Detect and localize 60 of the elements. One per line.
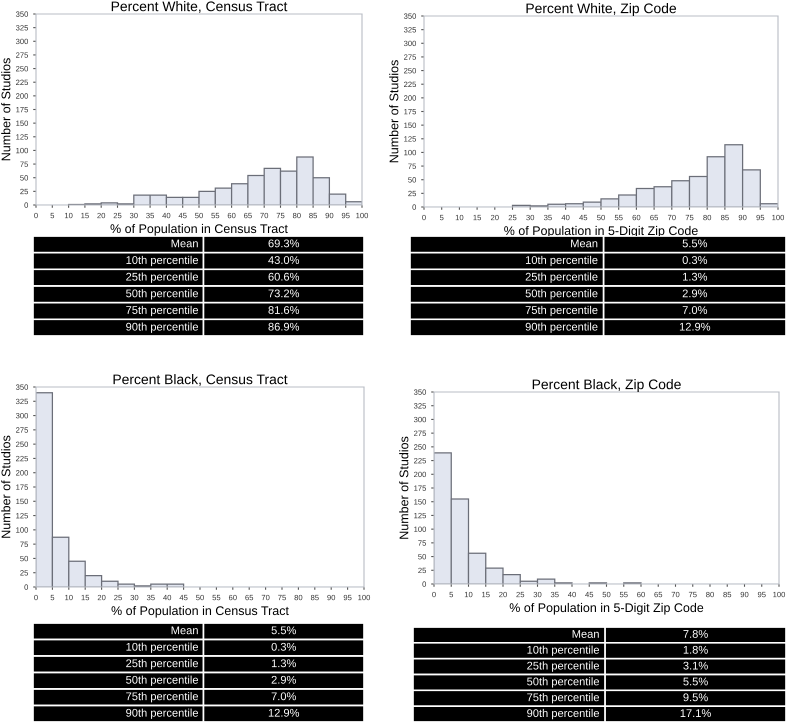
text: 17.1% bbox=[680, 709, 711, 718]
y-axis-title: Number of Studios bbox=[389, 60, 398, 162]
text: 90th percentile bbox=[526, 322, 598, 333]
text: 25th percentile bbox=[126, 659, 198, 670]
text: 25th percentile bbox=[526, 272, 598, 283]
text: 3.1% bbox=[683, 662, 708, 670]
x-axis-title: % of Population in Census Tract bbox=[110, 224, 288, 236]
text: 9.5% bbox=[683, 693, 708, 702]
text: 7.8% bbox=[683, 630, 708, 638]
text: Mean bbox=[172, 626, 198, 634]
text: 50th percentile bbox=[126, 289, 198, 300]
text: 90th percentile bbox=[126, 322, 198, 333]
text: 75th percentile bbox=[527, 693, 600, 704]
text: 12.9% bbox=[680, 322, 710, 331]
text: 75th percentile bbox=[126, 306, 198, 316]
text: 60.6% bbox=[268, 272, 300, 281]
text: 1.3% bbox=[683, 272, 708, 281]
text: 86.9% bbox=[268, 322, 300, 331]
text: 1.3% bbox=[272, 659, 296, 668]
text: 0.3% bbox=[272, 642, 296, 651]
chart-title: Percent White, Zip Code bbox=[526, 3, 676, 16]
text: 25th percentile bbox=[126, 272, 198, 283]
text: 7.0% bbox=[272, 692, 296, 700]
text: 10th percentile bbox=[126, 256, 198, 266]
text: 7.0% bbox=[682, 306, 708, 314]
text: 2.9% bbox=[682, 289, 708, 298]
chart-title: Percent Black, Census Tract bbox=[114, 374, 288, 386]
x-axis-title: % of Population in Census Tract bbox=[112, 606, 289, 618]
text: 75th percentile bbox=[126, 692, 198, 702]
text: 50th percentile bbox=[126, 676, 198, 686]
y-axis-title: Number of Studios bbox=[1, 436, 10, 538]
text: 10th percentile bbox=[527, 646, 600, 656]
y-axis-title: Number of Studios bbox=[1, 58, 10, 160]
text: 50th percentile bbox=[527, 677, 600, 688]
text: 0.3% bbox=[682, 256, 708, 264]
x-axis-title: % of Population in 5-Digit Zip Code bbox=[504, 226, 698, 238]
text: Mean bbox=[172, 240, 198, 248]
text: 75th percentile bbox=[526, 306, 598, 316]
text: 50th percentile bbox=[526, 289, 598, 300]
text: 90th percentile bbox=[527, 708, 600, 720]
text: 2.9% bbox=[272, 676, 296, 684]
chart-title: Percent White, Census Tract bbox=[112, 1, 288, 13]
text: 25th percentile bbox=[527, 661, 600, 672]
text: 90th percentile bbox=[126, 708, 198, 719]
text: 43.0% bbox=[268, 256, 300, 264]
text: 5.5% bbox=[682, 239, 708, 248]
text: 1.8% bbox=[684, 646, 708, 654]
text: 5.5% bbox=[272, 626, 296, 634]
text: 12.9% bbox=[268, 708, 300, 717]
text: 73.2% bbox=[268, 289, 300, 298]
y-axis-title: Number of Studios bbox=[399, 436, 408, 539]
text: 10th percentile bbox=[526, 256, 598, 266]
chart-title: Percent Black, Zip Code bbox=[532, 379, 681, 392]
text: 69.3% bbox=[268, 239, 300, 248]
x-axis-title: % of Population in 5-Digit Zip Code bbox=[510, 602, 704, 615]
text: 5.5% bbox=[683, 678, 708, 686]
text: 81.6% bbox=[268, 306, 300, 314]
text: Mean bbox=[572, 630, 599, 638]
text: 10th percentile bbox=[126, 642, 198, 653]
text: Mean bbox=[571, 240, 598, 248]
